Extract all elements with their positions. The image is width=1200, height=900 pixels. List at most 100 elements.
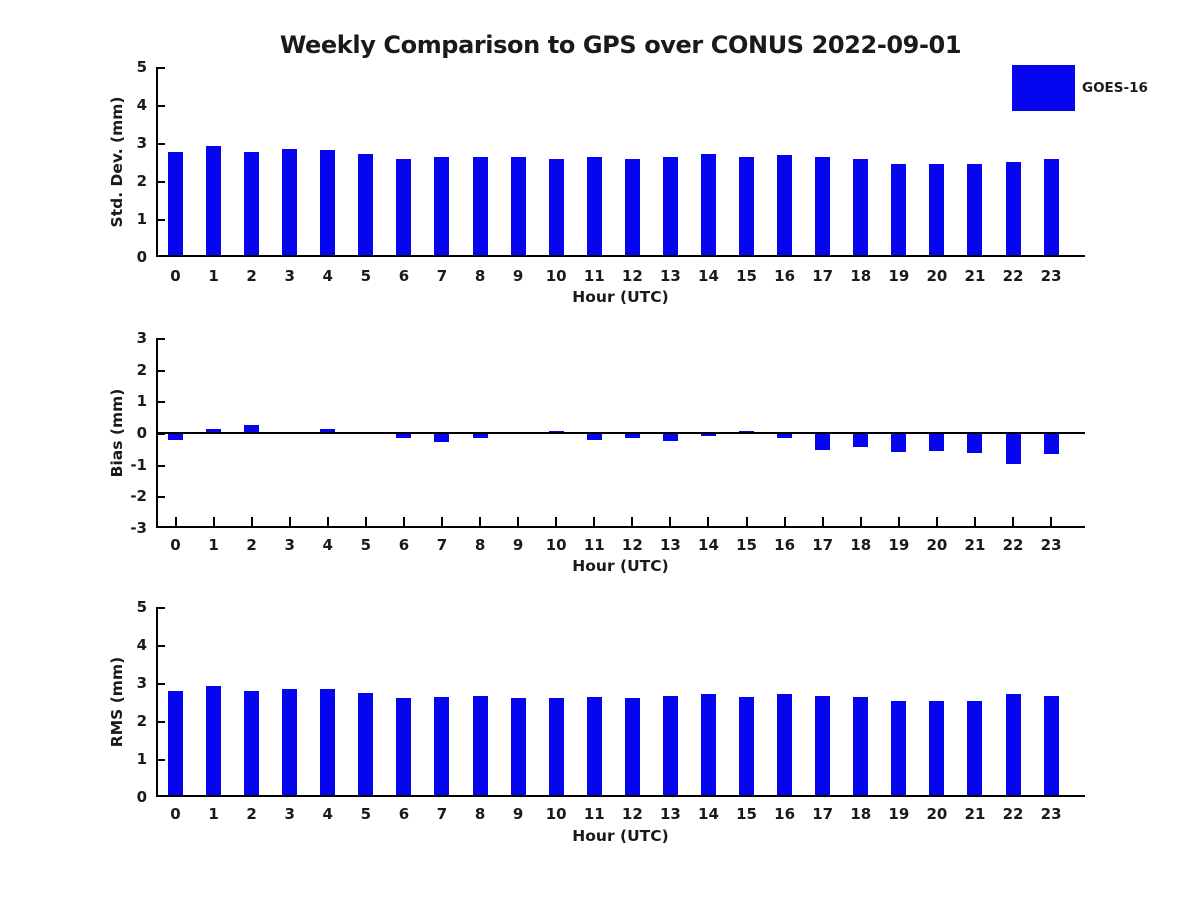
y-tick-mark [156, 496, 165, 499]
bar-hour-23 [1043, 695, 1059, 797]
legend-swatch-goes16 [1012, 65, 1075, 111]
x-tick-mark [973, 517, 976, 526]
bar-hour-4 [320, 149, 336, 257]
bar-hour-14 [700, 693, 716, 797]
y-tick-label: 4 [136, 636, 147, 654]
x-tick-label: 17 [812, 805, 834, 823]
x-tick-label: 6 [398, 536, 410, 554]
bar-hour-14 [700, 154, 716, 257]
bar-hour-0 [168, 691, 183, 797]
x-tick-mark [479, 517, 482, 526]
x-tick-mark [250, 517, 253, 526]
y-tick-label: -2 [130, 487, 147, 506]
x-tick-mark [669, 517, 672, 526]
y-tick-label: 2 [136, 360, 147, 379]
x-tick-label: 10 [545, 536, 567, 554]
bar-hour-19 [891, 433, 907, 453]
bar-hour-4 [320, 689, 336, 797]
y-tick-mark [156, 526, 165, 528]
y-tick-label: 5 [136, 58, 147, 76]
x-tick-label: 3 [284, 536, 295, 554]
x-tick-label: 4 [322, 536, 333, 554]
x-tick-mark [212, 517, 215, 526]
bar-hour-20 [929, 163, 945, 257]
x-tick-label: 22 [1002, 805, 1024, 823]
y-axis [156, 607, 158, 797]
x-tick-mark [707, 517, 710, 526]
x-tick-label: 5 [360, 267, 372, 285]
bar-hour-15 [739, 697, 755, 797]
bar-hour-18 [853, 433, 869, 447]
bar-hour-17 [815, 157, 831, 257]
x-tick-mark [1012, 517, 1015, 526]
x-tick-label: 11 [583, 805, 605, 823]
y-tick-label: -3 [130, 519, 147, 537]
x-tick-label: 13 [659, 267, 681, 285]
x-tick-mark [555, 517, 558, 526]
bar-hour-9 [510, 697, 526, 797]
x-axis [156, 526, 1085, 528]
y-axis [156, 67, 158, 257]
bar-hour-10 [548, 430, 564, 433]
x-tick-label: 1 [208, 267, 219, 285]
x-tick-label: 4 [322, 267, 333, 285]
x-tick-label: 0 [170, 267, 181, 285]
x-tick-label: 12 [621, 267, 643, 285]
y-tick-label: 2 [136, 172, 147, 190]
x-tick-label: 6 [398, 805, 410, 823]
rms-y-axis-label: RMS (mm) [108, 656, 126, 748]
x-tick-label: 8 [474, 536, 486, 554]
x-axis [156, 255, 1085, 257]
bar-hour-21 [967, 163, 983, 257]
x-tick-mark [897, 517, 900, 526]
x-tick-label: 10 [545, 805, 567, 823]
bar-hour-18 [853, 158, 869, 257]
bar-hour-23 [1043, 159, 1059, 257]
bias-x-axis-label: Hour (UTC) [572, 557, 669, 575]
bar-hour-2 [244, 691, 260, 797]
bar-hour-0 [168, 151, 183, 257]
x-tick-label: 3 [284, 267, 295, 285]
x-tick-label: 18 [850, 805, 872, 823]
bar-hour-10 [548, 697, 564, 797]
x-tick-mark [783, 517, 786, 526]
x-tick-label: 14 [698, 805, 719, 823]
bar-hour-6 [396, 697, 412, 797]
bar-hour-12 [624, 158, 640, 257]
x-tick-label: 2 [246, 805, 257, 823]
y-tick-mark [156, 105, 165, 107]
bias-plot-area [156, 338, 1085, 528]
bar-hour-19 [891, 163, 907, 257]
bar-hour-19 [891, 700, 907, 797]
x-tick-label: 23 [1040, 267, 1062, 285]
bar-hour-17 [815, 695, 831, 797]
y-tick-mark [156, 401, 165, 404]
bar-hour-6 [396, 433, 412, 438]
x-tick-label: 9 [512, 536, 524, 554]
x-tick-label: 12 [621, 536, 643, 554]
bar-hour-8 [472, 156, 488, 257]
x-tick-label: 7 [436, 267, 448, 285]
bar-hour-12 [624, 433, 640, 438]
legend: GOES-16 [1012, 65, 1148, 111]
bar-hour-5 [358, 433, 374, 434]
y-tick-mark [156, 369, 165, 372]
x-tick-label: 22 [1002, 536, 1024, 554]
bar-hour-5 [358, 693, 374, 797]
x-tick-label: 17 [812, 267, 834, 285]
stddev-y-axis-label: Std. Dev. (mm) [108, 96, 126, 228]
y-tick-mark [156, 464, 165, 467]
x-tick-label: 18 [850, 536, 872, 554]
x-tick-label: 8 [474, 805, 486, 823]
x-tick-label: 19 [888, 536, 910, 554]
x-tick-mark [364, 517, 367, 526]
y-tick-label: 4 [136, 96, 147, 114]
y-tick-mark [156, 645, 165, 647]
y-tick-mark [156, 721, 165, 723]
x-tick-label: 4 [322, 805, 333, 823]
bar-hour-15 [739, 157, 755, 257]
y-tick-label: 0 [136, 788, 147, 806]
y-tick-label: 1 [136, 392, 147, 411]
